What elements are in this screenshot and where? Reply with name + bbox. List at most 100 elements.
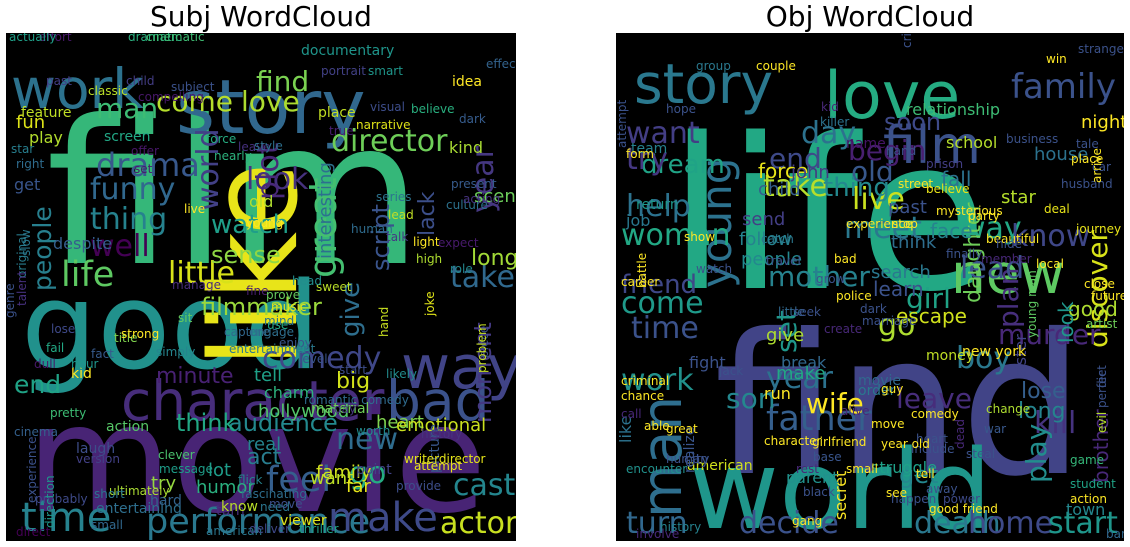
word-start: start [339, 363, 367, 377]
word-believe: believe [411, 102, 455, 116]
word-drama: drama [96, 146, 200, 184]
word-life: life [61, 255, 114, 295]
word-future: future [1091, 289, 1124, 303]
word-travel: travel [766, 254, 801, 268]
word-humor: humor [196, 477, 255, 498]
word-comedy: comedy [911, 407, 959, 421]
word-big: big [336, 369, 370, 394]
word-laugh: laugh [76, 441, 115, 457]
word-husband: husband [1061, 177, 1113, 191]
word-director: director [331, 124, 448, 159]
word-young-man: young man [1025, 270, 1039, 338]
word-struggle: struggle [871, 458, 937, 477]
word-look: look [1054, 301, 1078, 343]
word-car: car [1092, 160, 1111, 174]
word-black: black [803, 485, 835, 499]
word-screen: screen [104, 129, 151, 145]
word-mysterious: mysterious [936, 204, 1003, 218]
word-light: light [413, 235, 440, 249]
word-order: order [858, 383, 896, 399]
word-character: character [764, 434, 822, 448]
word-father: father [766, 399, 872, 439]
word-kill: kill [1034, 406, 1076, 441]
word-marriage: marriage [862, 314, 916, 328]
word-live: live [184, 202, 205, 216]
word-want: want [626, 116, 700, 151]
word-lose: lose [1021, 379, 1066, 404]
word-career: career [621, 275, 659, 289]
word-compelling: compelling [138, 90, 204, 104]
word-arrive: arrive [1090, 148, 1104, 183]
word-run: run [764, 384, 791, 403]
word-form: form [626, 147, 654, 161]
word-funny: funny [90, 172, 175, 207]
word-call: call [621, 407, 642, 421]
word-style: style [254, 139, 283, 153]
word-boy: boy [956, 341, 1011, 376]
word-set: set [770, 310, 803, 353]
word-love: love [241, 85, 300, 118]
word-year-old: year old [881, 437, 930, 451]
word-strange: strange [1078, 42, 1124, 56]
word-fascinating: fascinating [241, 487, 307, 501]
word-think: think [176, 409, 237, 437]
word-prison: prison [926, 157, 963, 171]
word-great: great [301, 178, 345, 278]
word-local: local [1036, 257, 1064, 271]
word-offer: offer [131, 144, 159, 158]
word-see: see [886, 486, 907, 500]
word-plan: plan [992, 268, 1025, 328]
word-series: series [376, 190, 412, 204]
word-performance: performance [146, 502, 370, 541]
word-soon: soon [884, 108, 941, 136]
word-star: star [11, 142, 34, 156]
word-feature: feature [21, 105, 72, 121]
word-character: character [121, 369, 385, 433]
word-friend: friend [621, 270, 697, 300]
word-despite: despite [53, 234, 112, 253]
word-world: world [191, 128, 226, 211]
word-feel: feel [266, 460, 331, 500]
word-lack: lack [415, 191, 440, 236]
word-like: like [186, 162, 325, 368]
word-encounter: encounter [626, 462, 687, 476]
word-worth: worth [356, 424, 390, 438]
word-make: make [776, 363, 825, 384]
word-old: old [851, 155, 894, 188]
word-make: make [328, 495, 438, 541]
word-die: die [1095, 370, 1109, 388]
word-good-friend: good friend [929, 502, 998, 516]
word-film: film [46, 78, 422, 311]
word-american: american [687, 458, 753, 474]
word-fact: fact [91, 347, 114, 361]
word-try: try [151, 473, 176, 494]
word-street: street [898, 177, 933, 191]
word-real: real [247, 434, 281, 455]
word-perfect: perfect [1095, 365, 1109, 408]
word-new: new [951, 242, 1065, 306]
word-cast: cast [453, 468, 516, 503]
word-manage: manage [172, 278, 221, 292]
word-close: close [1084, 277, 1115, 291]
word-battle: battle [635, 253, 649, 288]
word-pretty: pretty [50, 406, 86, 420]
word-discover: discover [1081, 230, 1114, 348]
word-end: end [769, 142, 822, 175]
word-genre: genre [6, 283, 17, 318]
word-look: look [246, 162, 309, 197]
word-effort: effort [39, 33, 72, 44]
word-business: business [1006, 132, 1058, 146]
word-hand: hand [377, 307, 391, 337]
word-follow: follow [739, 229, 792, 250]
word-kid: kid [821, 100, 839, 114]
word-war: war [984, 422, 1006, 436]
word-rest: rest [796, 462, 819, 476]
word-attempt: attempt [616, 100, 629, 148]
word-find: find [714, 292, 1084, 519]
word-people: people [741, 249, 802, 270]
word-force: force [758, 159, 808, 183]
word-clever: clever [158, 448, 195, 462]
word-fight: fight [689, 353, 726, 372]
word-deal: deal [1044, 202, 1070, 216]
